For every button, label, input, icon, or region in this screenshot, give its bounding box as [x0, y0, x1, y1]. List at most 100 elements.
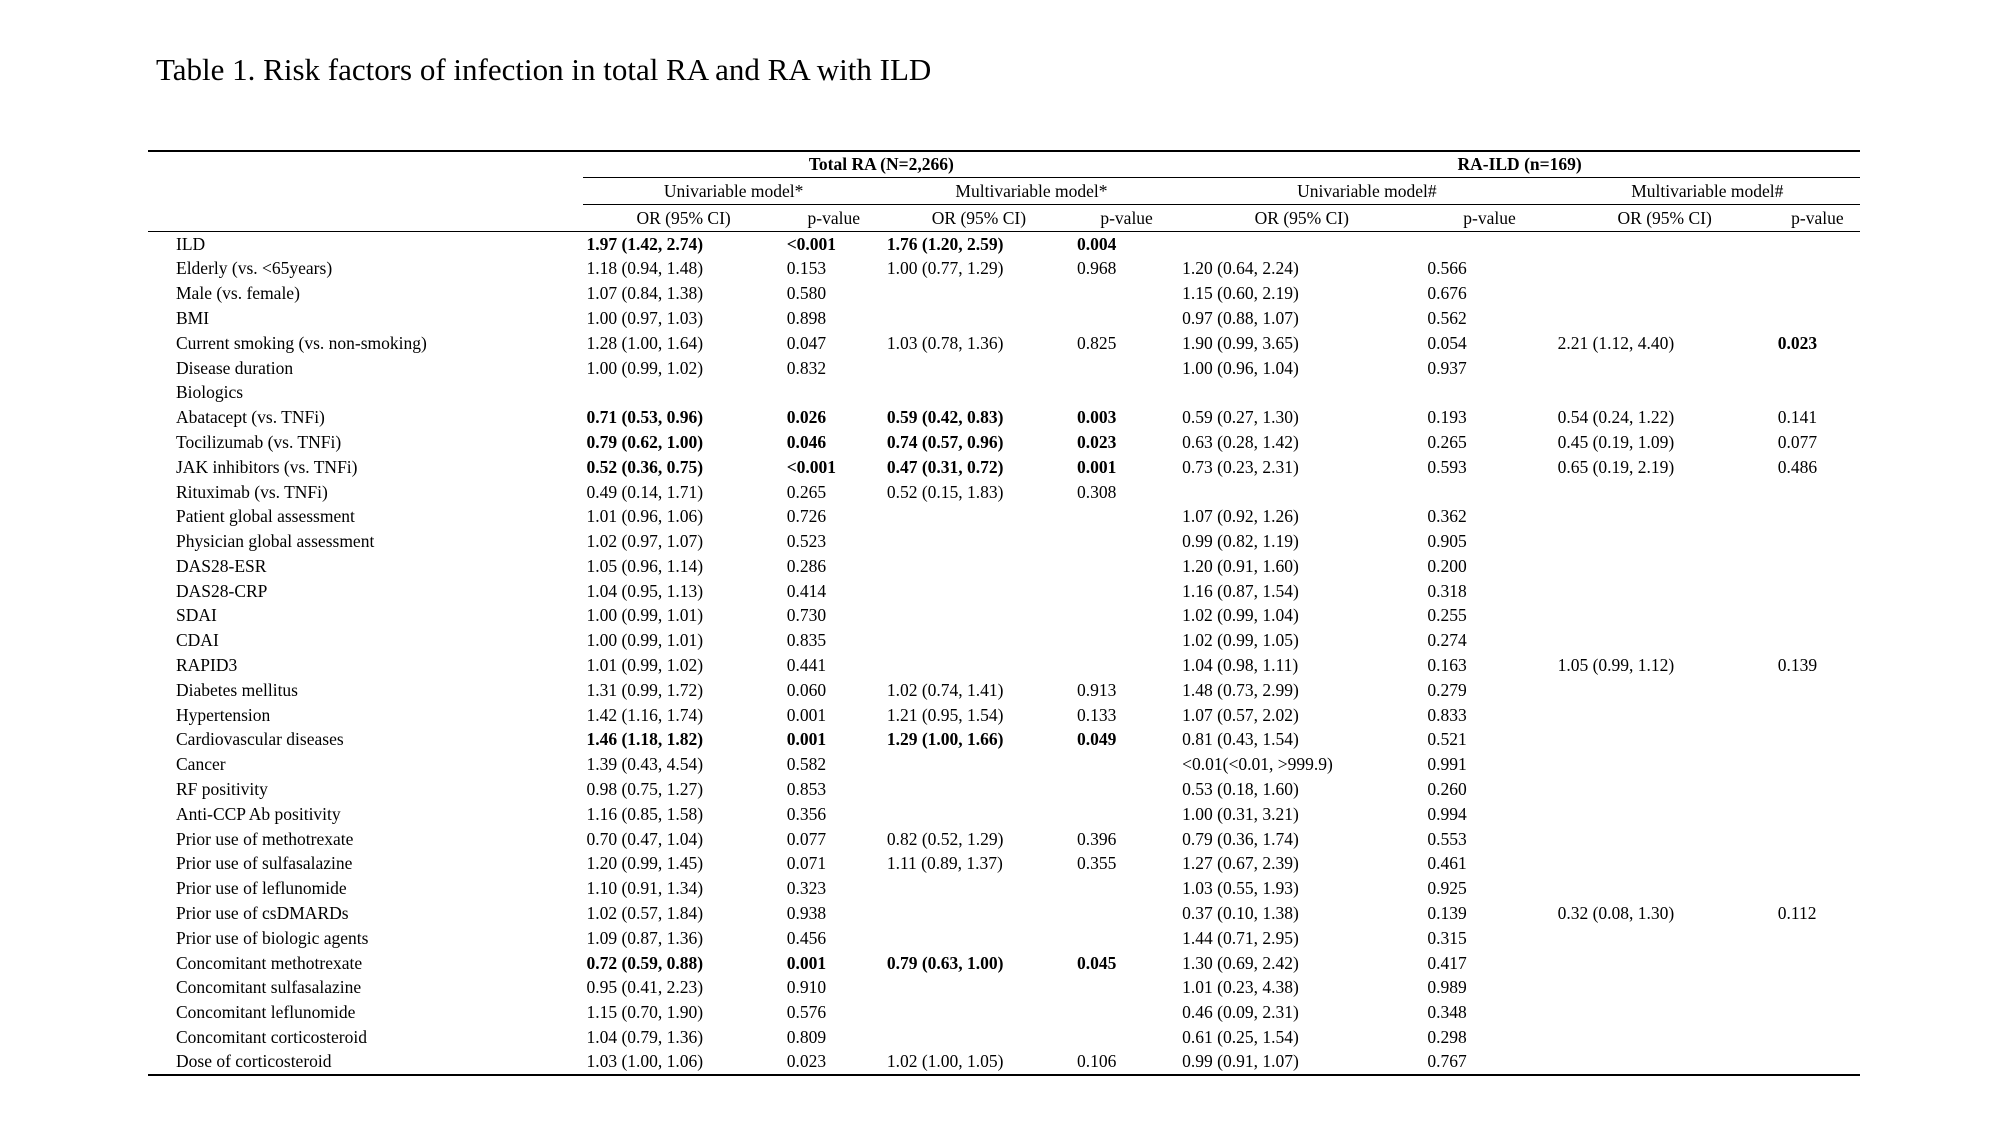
- p-value-cell: 0.139: [1777, 655, 1818, 676]
- p-value-cell: 0.026: [786, 407, 827, 428]
- or-value-cell: [884, 752, 1074, 777]
- p-value-cell: [1074, 604, 1179, 629]
- column-header-row: OR (95% CI) p-value OR (95% CI) p-value OR (…: [148, 204, 1860, 233]
- or-value-cell: [1555, 827, 1775, 852]
- or-value-cell: [1555, 256, 1775, 281]
- p-value-cell: [1074, 579, 1179, 604]
- or-value-cell: <0.01(<0.01, >999.9): [1182, 754, 1333, 775]
- or-value-cell: [884, 504, 1074, 529]
- table-row: JAK inhibitors (vs. TNFi) 0.52 (0.36, 0.7…: [148, 455, 1860, 480]
- model-header: Multivariable model*: [883, 177, 1180, 206]
- or-value-cell: 1.02 (0.74, 1.41): [886, 679, 1004, 700]
- p-value-cell: [1775, 703, 1860, 728]
- p-value-cell: 0.279: [1427, 679, 1467, 700]
- table-row: RAPID3 1.01 (0.99, 1.02) 0.441 1.04 (0.98, …: [148, 653, 1860, 678]
- or-value-cell: [1555, 728, 1775, 753]
- p-value-cell: 0.553: [1427, 828, 1467, 849]
- p-value-cell: [1775, 951, 1860, 976]
- or-value-cell: [1555, 752, 1775, 777]
- or-value-cell: [884, 802, 1074, 827]
- or-value-cell: [884, 1025, 1074, 1050]
- group-header: RA-ILD (n=169): [1179, 150, 1860, 179]
- p-value-cell: 0.593: [1427, 456, 1467, 477]
- or-value-cell: [884, 554, 1074, 579]
- p-value-cell: [1775, 256, 1860, 281]
- p-value-cell: [1775, 604, 1860, 629]
- or-value-cell: 1.20 (0.99, 1.45): [586, 853, 704, 874]
- or-value-cell: [1555, 306, 1775, 331]
- row-label: RF positivity: [176, 779, 268, 800]
- p-value-cell: [1074, 306, 1179, 331]
- p-value-cell: 0.968: [1077, 258, 1117, 279]
- row-label: BMI: [176, 307, 210, 328]
- p-value-cell: [1775, 232, 1860, 257]
- p-value-cell: 0.523: [786, 531, 827, 552]
- p-value-cell: 0.193: [1427, 407, 1467, 428]
- p-value-cell: 0.004: [1077, 233, 1117, 254]
- p-value-cell: 0.139: [1427, 903, 1467, 924]
- or-value-cell: 1.04 (0.95, 1.13): [586, 580, 704, 601]
- or-value-cell: 1.10 (0.91, 1.34): [586, 878, 704, 899]
- table-head: Total RA (N=2,266) RA-ILD (n=169) Univaria…: [148, 150, 1860, 233]
- or-value-cell: 0.59 (0.42, 0.83): [886, 407, 1004, 428]
- table-row: Rituximab (vs. TNFi) 0.49 (0.14, 1.71) 0.2…: [148, 480, 1860, 505]
- or-value-cell: 1.28 (1.00, 1.64): [586, 332, 704, 353]
- p-value-cell: 0.461: [1427, 853, 1467, 874]
- or-value-cell: [884, 628, 1074, 653]
- row-label: Concomitant sulfasalazine: [176, 977, 362, 998]
- p-value-cell: 0.905: [1427, 531, 1467, 552]
- or-value-cell: 0.74 (0.57, 0.96): [886, 431, 1004, 452]
- or-value-cell: [1555, 777, 1775, 802]
- or-value-cell: [1555, 1025, 1775, 1050]
- or-value-cell: 0.99 (0.91, 1.07): [1182, 1051, 1299, 1072]
- p-value-cell: 0.562: [1427, 307, 1467, 328]
- row-label: Patient global assessment: [176, 506, 355, 527]
- or-value-cell: 0.46 (0.09, 2.31): [1182, 1002, 1299, 1023]
- row-label: Concomitant methotrexate: [176, 952, 363, 973]
- row-label: Current smoking (vs. non-smoking): [176, 332, 427, 353]
- p-value-cell: 0.260: [1427, 779, 1467, 800]
- or-value-cell: 1.05 (0.96, 1.14): [586, 555, 704, 576]
- p-value-cell: 0.825: [1077, 332, 1117, 353]
- p-value-cell: 0.023: [1077, 431, 1117, 452]
- p-value-cell: [1775, 628, 1860, 653]
- or-value-cell: 1.07 (0.84, 1.38): [586, 283, 704, 304]
- or-value-cell: [884, 380, 1074, 405]
- table-row: Patient global assessment 1.01 (0.96, 1.0…: [148, 504, 1860, 529]
- p-value-cell: 0.441: [786, 655, 827, 676]
- p-value-cell: 0.486: [1777, 456, 1818, 477]
- or-value-cell: 0.61 (0.25, 1.54): [1182, 1027, 1299, 1048]
- corner-cell: [148, 178, 583, 205]
- or-value-cell: [1179, 232, 1424, 257]
- row-label: Diabetes mellitus: [176, 679, 298, 700]
- p-value-cell: [1074, 777, 1179, 802]
- or-value-cell: 0.98 (0.75, 1.27): [586, 779, 704, 800]
- p-value-cell: 0.898: [786, 307, 827, 328]
- p-value-cell: [1775, 356, 1860, 381]
- row-label: Concomitant leflunomide: [176, 1002, 356, 1023]
- p-value-cell: 0.910: [786, 977, 827, 998]
- model-header: Univariable model#: [1179, 177, 1555, 206]
- p-value-cell: 0.001: [1077, 456, 1117, 477]
- p-value-cell: 0.576: [786, 1002, 827, 1023]
- p-value-cell: 0.913: [1077, 679, 1117, 700]
- or-value-cell: 1.03 (0.78, 1.36): [886, 332, 1004, 353]
- p-value-cell: [1775, 1000, 1860, 1025]
- or-value-cell: [1555, 504, 1775, 529]
- or-value-cell: 0.97 (0.88, 1.07): [1182, 307, 1299, 328]
- or-value-cell: [884, 876, 1074, 901]
- p-value-cell: 0.853: [786, 779, 827, 800]
- or-value-cell: 0.65 (0.19, 2.19): [1557, 456, 1675, 477]
- p-value-cell: [1074, 504, 1179, 529]
- or-value-cell: [884, 1000, 1074, 1025]
- table-row: Prior use of methotrexate 0.70 (0.47, 1.0…: [148, 827, 1860, 852]
- or-value-cell: [1555, 802, 1775, 827]
- or-value-cell: [1555, 232, 1775, 257]
- row-label: DAS28-CRP: [176, 580, 268, 601]
- row-label: RAPID3: [176, 655, 238, 676]
- p-value-cell: 0.417: [1427, 952, 1467, 973]
- p-value-cell: 0.991: [1427, 754, 1467, 775]
- or-value-cell: 1.09 (0.87, 1.36): [586, 927, 704, 948]
- or-value-cell: 0.95 (0.41, 2.23): [586, 977, 704, 998]
- p-value-cell: 0.112: [1777, 903, 1817, 924]
